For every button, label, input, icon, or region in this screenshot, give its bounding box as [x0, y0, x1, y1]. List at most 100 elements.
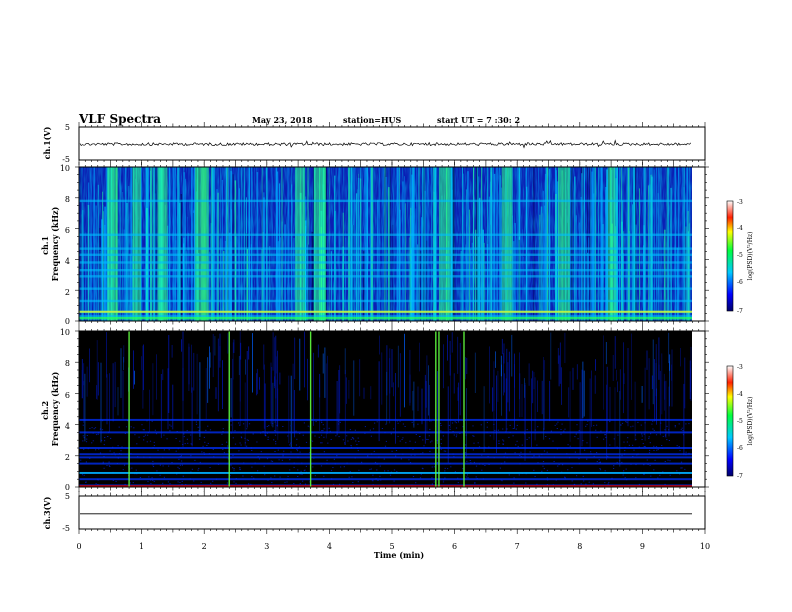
ch2-spec-speck [518, 474, 520, 476]
ch2-spec-speck [326, 459, 328, 461]
ch1-freq-tick-10: 10 [60, 164, 70, 173]
ch2-spec-speck [91, 427, 93, 429]
ch1-spec-streak [626, 167, 628, 321]
ch2-spec-speck [344, 443, 346, 445]
ch2-spec-speck [402, 437, 404, 439]
ch2-spec-speck [666, 425, 668, 427]
ch2-spec-speck [632, 444, 634, 446]
ch2-spec-speck [93, 428, 95, 430]
ch2-spec-speck [260, 451, 262, 453]
ch1-spec-streak [119, 167, 121, 321]
ch1-spec-streak [658, 167, 660, 321]
ch2-spec-speck [585, 425, 587, 427]
ch2-spec-speck [163, 476, 165, 478]
ch1-spec-streak [491, 167, 493, 321]
ch1-spec-band [79, 233, 692, 236]
ch2-spec-streak [641, 386, 643, 403]
ch2-cb-tick-m7: -7 [737, 473, 743, 480]
ch1-spec-streak [479, 197, 481, 321]
ch2-spec-streak [443, 344, 444, 389]
ch2-spec-speck [516, 440, 518, 442]
ch1-spec-streak [250, 244, 252, 321]
ch1-spec-streak [220, 238, 222, 321]
ch2-spec-speck [541, 470, 543, 472]
ch1-spec-streak [616, 167, 618, 321]
ch2-spec-speck [103, 444, 105, 446]
ch1-cb-tick-m3: -3 [737, 199, 743, 206]
ch2-spec-streak [504, 373, 505, 393]
ch2-spec-streak [458, 382, 459, 423]
ch2-spec-speck [652, 428, 654, 430]
ch2-spec-streak [292, 363, 294, 432]
ch2-spec-speck [669, 460, 671, 462]
ch2-spec-speck [385, 423, 387, 425]
ch2-spec-speck [596, 461, 598, 463]
ch2-spec-speck [358, 469, 360, 471]
ch2-spec-speck [80, 459, 82, 461]
ch2-spec-speck [456, 434, 458, 436]
ch2-spec-speck [400, 458, 402, 460]
ch1-spec-streak [501, 251, 502, 321]
ch2-spec-speck [411, 421, 413, 423]
ch2-spec-speck [486, 426, 488, 428]
ch2-spec-speck [183, 436, 185, 438]
ch2-spec-speck [493, 423, 495, 425]
ch2-spec-speck [304, 469, 306, 471]
ch2-spec-speck [660, 422, 662, 424]
ch1-spec-streak [80, 167, 82, 321]
ch1-spec-streak [570, 167, 572, 321]
ch2-spec-speck [513, 482, 515, 484]
ch1-spectrogram-image [79, 167, 705, 321]
ch2-spec-speck [599, 461, 601, 463]
ch2-spec-speck [162, 482, 164, 484]
ch2-spec-speck [118, 426, 120, 428]
ch2-spec-streak [106, 374, 108, 425]
ch2-spec-streak [564, 332, 566, 363]
ch2-spec-streak [259, 377, 260, 390]
ch1-spec-streak [384, 167, 387, 321]
ch2-spec-speck [327, 442, 329, 444]
ch1-cb-tick-m5: -5 [737, 252, 743, 259]
ch2-spec-speck [473, 435, 475, 437]
ch2-spec-speck [352, 437, 354, 439]
header-station: station=HUS [343, 115, 402, 125]
ch2-spec-speck [448, 424, 450, 426]
ch2-spec-speck [86, 438, 88, 440]
ch1-spec-streak [88, 182, 90, 321]
ch2-spec-streak [270, 362, 272, 424]
ch2-spec-streak [397, 345, 399, 388]
ch2-spec-speck [104, 440, 106, 442]
ch2-spec-speck [412, 448, 414, 450]
ch1-ylabel-line2: Frequency (kHz) [50, 206, 60, 281]
ch2-spec-speck [503, 440, 505, 442]
ch1-spec-streak [462, 167, 463, 321]
ch2-spec-speck [357, 481, 359, 483]
ch1-waveform-line [79, 139, 692, 149]
ch1-spec-streak [667, 167, 669, 321]
ch2-spec-speck [431, 440, 433, 442]
ch2-spec-speck [234, 443, 237, 445]
ch2-spec-speck [668, 429, 670, 431]
ch2-spec-speck [641, 433, 643, 435]
ch2-spec-speck [169, 424, 171, 426]
ch2-spec-speck [123, 464, 126, 466]
ch2-spec-streak [413, 381, 415, 428]
ch2-spec-speck [182, 475, 184, 477]
ch1-spec-band [79, 261, 692, 264]
ch2-spec-speck [242, 475, 244, 477]
ch1-spec-streak [592, 193, 595, 321]
ch2-spec-speck [585, 483, 587, 485]
ch2-spec-speck [183, 433, 185, 435]
ch2-spec-speck [536, 483, 538, 485]
ch2-spec-speck [163, 449, 165, 451]
ch2-spec-speck [232, 437, 234, 439]
ch2-spec-speck [395, 455, 397, 457]
ch1-spec-streak [683, 167, 685, 321]
ch2-spec-speck [122, 469, 124, 471]
ch2-spec-streak [313, 352, 314, 426]
ch1-spec-streak [330, 251, 332, 321]
header-date: May 23, 2018 [252, 115, 313, 125]
ch1-spec-streak [312, 167, 314, 321]
ch1-spec-streak [499, 167, 501, 321]
ch2-spec-speck [338, 420, 340, 422]
